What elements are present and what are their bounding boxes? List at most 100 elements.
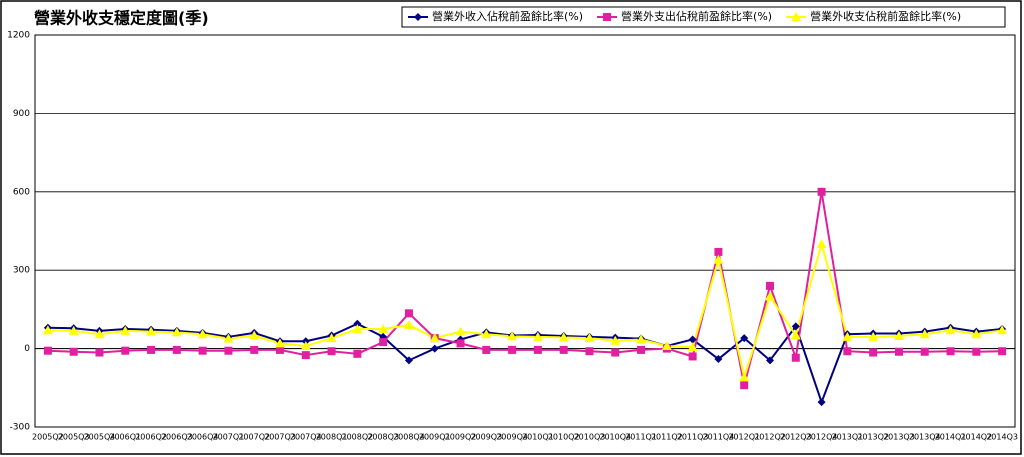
point-marker <box>688 335 697 344</box>
point-marker <box>998 347 1007 356</box>
point-marker <box>816 239 827 249</box>
x-tick-label: 2010Q4 <box>599 433 631 442</box>
point-marker <box>714 355 723 364</box>
x-tick-label: 2005Q2 <box>32 433 64 442</box>
point-marker <box>42 325 53 335</box>
x-tick-label: 2011Q3 <box>677 433 709 442</box>
point-marker <box>893 331 904 341</box>
x-tick-label: 2011Q4 <box>703 433 735 442</box>
x-tick-label: 2006Q2 <box>135 433 167 442</box>
x-tick-label: 2013Q1 <box>831 433 863 442</box>
point-marker <box>224 346 233 355</box>
point-marker <box>713 254 724 264</box>
point-marker <box>94 329 105 339</box>
point-marker <box>147 345 156 354</box>
point-marker <box>972 347 981 356</box>
y-tick-label: 0 <box>24 344 30 354</box>
point-marker <box>327 347 336 356</box>
x-tick-label: 2005Q3 <box>58 433 90 442</box>
point-marker <box>585 347 594 356</box>
point-marker <box>611 348 620 357</box>
point-marker <box>997 325 1008 335</box>
x-tick-label: 2011Q2 <box>651 433 683 442</box>
point-marker <box>146 326 157 336</box>
point-marker <box>558 332 569 342</box>
point-marker <box>661 340 672 350</box>
point-marker <box>688 352 697 361</box>
x-tick-label: 2007Q4 <box>290 433 322 442</box>
series-line <box>47 240 1003 382</box>
point-marker <box>430 344 439 353</box>
point-marker <box>791 322 800 331</box>
point-marker <box>817 398 826 407</box>
point-marker <box>249 330 260 340</box>
point-marker <box>532 331 543 341</box>
point-marker <box>610 335 621 345</box>
point-marker <box>198 346 207 355</box>
x-tick-label: 2008Q2 <box>341 433 373 442</box>
point-marker <box>326 333 337 343</box>
point-marker <box>766 356 774 365</box>
point-marker <box>275 338 285 348</box>
point-marker <box>172 345 181 354</box>
x-tick-label: 2010Q1 <box>522 433 554 442</box>
series-line <box>47 322 1003 406</box>
point-marker <box>68 325 79 335</box>
point-marker <box>868 331 879 341</box>
x-tick-label: 2010Q3 <box>574 433 606 442</box>
x-tick-label: 2013Q3 <box>883 433 915 442</box>
x-tick-label: 2011Q1 <box>625 433 657 442</box>
y-tick-label: -300 <box>10 423 31 433</box>
x-tick-label: 2014Q3 <box>986 433 1018 442</box>
point-marker <box>533 345 542 354</box>
point-marker <box>121 346 130 355</box>
x-tick-label: 2012Q4 <box>806 433 838 442</box>
point-marker <box>714 247 723 256</box>
point-marker <box>301 351 310 360</box>
point-marker <box>817 187 826 196</box>
point-marker <box>945 325 956 335</box>
x-tick-label: 2009Q1 <box>419 433 451 442</box>
point-marker <box>352 324 363 333</box>
plot-area <box>34 34 1016 428</box>
point-marker <box>637 345 646 354</box>
x-tick-label: 2012Q3 <box>780 433 812 442</box>
point-marker <box>766 281 774 290</box>
legend-box <box>401 6 1006 28</box>
point-marker <box>95 348 104 357</box>
point-marker <box>687 342 698 352</box>
point-marker <box>919 329 930 339</box>
point-marker <box>481 329 492 339</box>
legend-marker <box>414 13 422 21</box>
x-tick-label: 2006Q4 <box>187 433 219 442</box>
y-tick-label: 1200 <box>7 31 30 41</box>
x-tick-label: 2007Q1 <box>213 433 245 442</box>
point-marker <box>971 329 982 339</box>
point-marker <box>455 326 466 336</box>
y-tick-label: 300 <box>13 266 30 276</box>
x-tick-label: 2013Q4 <box>909 433 941 442</box>
point-marker <box>869 348 878 357</box>
point-marker <box>300 340 311 350</box>
point-marker <box>223 333 234 343</box>
point-marker <box>946 347 955 356</box>
point-marker <box>920 347 929 356</box>
y-tick-label: 900 <box>13 109 30 119</box>
legend-label: 營業外收入佔稅前盈餘比率(%) <box>432 9 583 23</box>
point-marker <box>429 333 440 343</box>
point-marker <box>482 345 491 354</box>
x-tick-label: 2007Q3 <box>264 433 296 442</box>
point-marker <box>276 345 284 354</box>
x-tick-label: 2009Q3 <box>470 433 502 442</box>
x-tick-label: 2013Q2 <box>857 433 889 442</box>
point-marker <box>353 319 362 328</box>
x-tick-label: 2014Q2 <box>960 433 992 442</box>
point-marker <box>404 356 413 365</box>
y-tick-label: 600 <box>13 187 30 197</box>
point-marker <box>791 353 800 362</box>
x-tick-label: 2008Q1 <box>316 433 348 442</box>
point-marker <box>378 324 389 333</box>
x-tick-label: 2012Q2 <box>754 433 786 442</box>
